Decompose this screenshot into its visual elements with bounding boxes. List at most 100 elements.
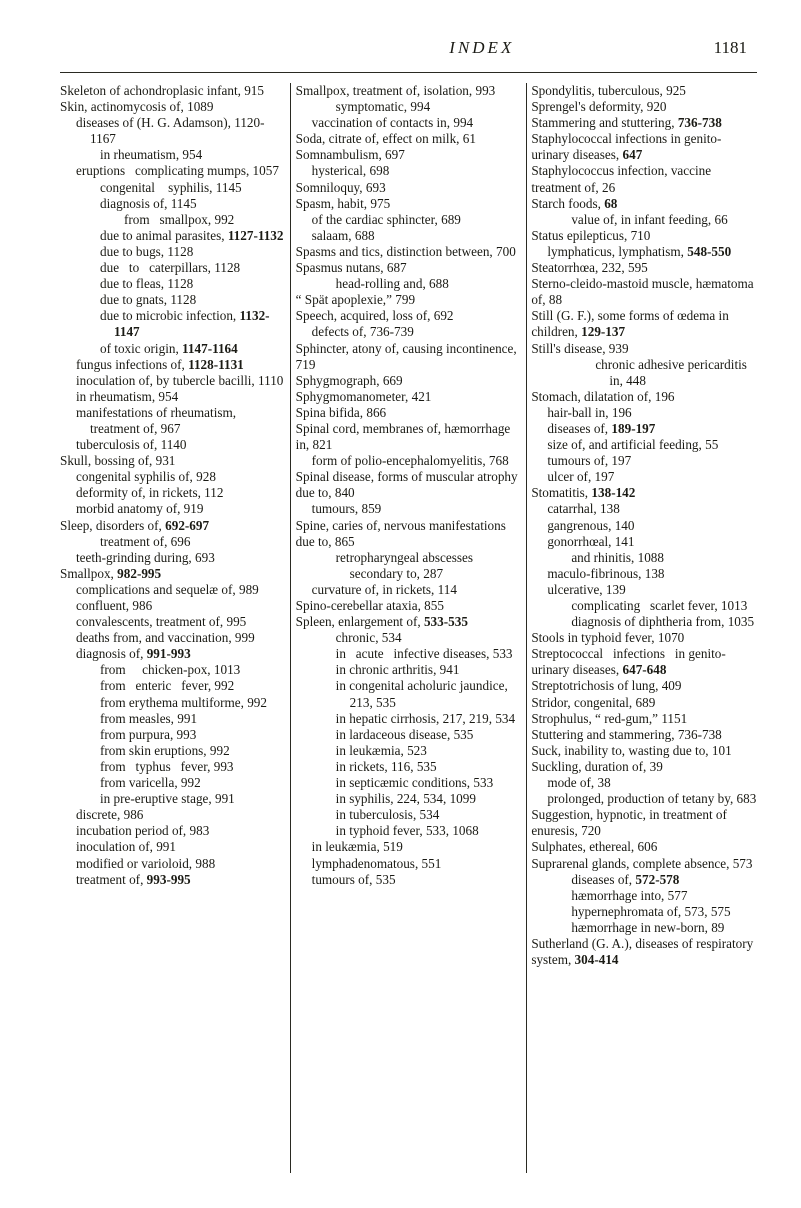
index-line: in pre-eruptive stage, 991 [60, 791, 286, 807]
index-line: defects of, 736-739 [296, 324, 522, 340]
page-header: INDEX 1181 [60, 38, 757, 58]
index-line: Spleen, enlargement of, 533-535 [296, 614, 522, 630]
index-line: value of, in infant feeding, 66 [531, 212, 757, 228]
index-line: from varicella, 992 [60, 775, 286, 791]
index-line: treatment of, 993-995 [60, 872, 286, 888]
index-line: Streptococcal infections in genito-urina… [531, 646, 757, 678]
index-line: due to animal parasites, 1127-1132 [60, 228, 286, 244]
index-line: morbid anatomy of, 919 [60, 501, 286, 517]
index-line: Somnambulism, 697 [296, 147, 522, 163]
index-line: Status epilepticus, 710 [531, 228, 757, 244]
index-line: from typhus fever, 993 [60, 759, 286, 775]
index-line: Steatorrhœa, 232, 595 [531, 260, 757, 276]
index-line: deaths from, and vaccination, 999 [60, 630, 286, 646]
index-line: Strophulus, “ red-gum,” 1151 [531, 711, 757, 727]
index-line: maculo-fibrinous, 138 [531, 566, 757, 582]
index-line: Sphygmograph, 669 [296, 373, 522, 389]
index-line: “ Spät apoplexie,” 799 [296, 292, 522, 308]
index-line: ulcer of, 197 [531, 469, 757, 485]
index-line: Spasms and tics, distinction between, 70… [296, 244, 522, 260]
index-line: teeth-grinding during, 693 [60, 550, 286, 566]
index-line: due to bugs, 1128 [60, 244, 286, 260]
index-line: diseases of (H. G. Adamson), 1120-1167 [60, 115, 286, 147]
index-line: Sleep, disorders of, 692-697 [60, 518, 286, 534]
index-line: from enteric fever, 992 [60, 678, 286, 694]
index-line: Still's disease, 939 [531, 341, 757, 357]
index-line: Stomatitis, 138-142 [531, 485, 757, 501]
index-line: Spasmus nutans, 687 [296, 260, 522, 276]
index-line: diagnosis of diphtheria from, 1035 [531, 614, 757, 630]
index-line: Speech, acquired, loss of, 692 [296, 308, 522, 324]
index-line: Staphylococcal infections in genito-urin… [531, 131, 757, 163]
index-line: tuberculosis of, 1140 [60, 437, 286, 453]
index-line: Spinal cord, membranes of, hæmorrhage in… [296, 421, 522, 453]
index-line: Spondylitis, tuberculous, 925 [531, 83, 757, 99]
index-line: Stuttering and stammering, 736-738 [531, 727, 757, 743]
index-line: Skin, actinomycosis of, 1089 [60, 99, 286, 115]
index-line: Suck, inability to, wasting due to, 101 [531, 743, 757, 759]
index-line: Suggestion, hypnotic, in treatment of en… [531, 807, 757, 839]
index-line: Sulphates, ethereal, 606 [531, 839, 757, 855]
index-line: prolonged, production of tetany by, 683 [531, 791, 757, 807]
index-line: due to caterpillars, 1128 [60, 260, 286, 276]
index-line: from measles, 991 [60, 711, 286, 727]
index-line: salaam, 688 [296, 228, 522, 244]
index-line: treatment of, 696 [60, 534, 286, 550]
index-line: from skin eruptions, 992 [60, 743, 286, 759]
index-line: hysterical, 698 [296, 163, 522, 179]
index-line: Stridor, congenital, 689 [531, 695, 757, 711]
index-line: Suckling, duration of, 39 [531, 759, 757, 775]
index-line: from erythema multiforme, 992 [60, 695, 286, 711]
index-line: Spine, caries of, nervous manifestations… [296, 518, 522, 550]
index-line: Skeleton of achondroplasic infant, 915 [60, 83, 286, 99]
index-line: hypernephromata of, 573, 575 [531, 904, 757, 920]
index-line: in leukæmia, 523 [296, 743, 522, 759]
index-line: diseases of, 189-197 [531, 421, 757, 437]
index-line: lymphaticus, lymphatism, 548-550 [531, 244, 757, 260]
index-line: inoculation of, 991 [60, 839, 286, 855]
index-line: congenital syphilis, 1145 [60, 180, 286, 196]
index-line: Sphincter, atony of, causing incontinenc… [296, 341, 522, 373]
index-line: chronic adhesive pericarditis in, 448 [531, 357, 757, 389]
index-line: diseases of, 572-578 [531, 872, 757, 888]
index-line: vaccination of contacts in, 994 [296, 115, 522, 131]
index-line: in syphilis, 224, 534, 1099 [296, 791, 522, 807]
index-line: in rheumatism, 954 [60, 389, 286, 405]
index-columns: Skeleton of achondroplasic infant, 915Sk… [60, 83, 757, 1173]
index-line: size of, and artificial feeding, 55 [531, 437, 757, 453]
index-line: from chicken-pox, 1013 [60, 662, 286, 678]
index-line: Spinal disease, forms of muscular atroph… [296, 469, 522, 501]
index-line: Stomach, dilatation of, 196 [531, 389, 757, 405]
index-line: hair-ball in, 196 [531, 405, 757, 421]
index-line: due to fleas, 1128 [60, 276, 286, 292]
index-line: lymphadenomatous, 551 [296, 856, 522, 872]
index-line: from smallpox, 992 [60, 212, 286, 228]
index-line: Spasm, habit, 975 [296, 196, 522, 212]
index-line: diagnosis of, 991-993 [60, 646, 286, 662]
index-line: gonorrhœal, 141 [531, 534, 757, 550]
index-line: Spina bifida, 866 [296, 405, 522, 421]
index-line: congenital syphilis of, 928 [60, 469, 286, 485]
index-line: Staphylococcus infection, vaccine treatm… [531, 163, 757, 195]
index-line: Sutherland (G. A.), diseases of respirat… [531, 936, 757, 968]
index-line: Soda, citrate of, effect on milk, 61 [296, 131, 522, 147]
page-number: 1181 [714, 38, 747, 58]
index-line: hæmorrhage into, 577 [531, 888, 757, 904]
index-line: in tuberculosis, 534 [296, 807, 522, 823]
index-line: Still (G. F.), some forms of œdema in ch… [531, 308, 757, 340]
index-line: Smallpox, treatment of, isolation, 993 [296, 83, 522, 99]
header-title: INDEX [250, 38, 714, 58]
index-line: catarrhal, 138 [531, 501, 757, 517]
index-line: in rheumatism, 954 [60, 147, 286, 163]
index-line: due to gnats, 1128 [60, 292, 286, 308]
index-line: diagnosis of, 1145 [60, 196, 286, 212]
header-rule [60, 72, 757, 73]
index-line: tumours of, 197 [531, 453, 757, 469]
index-line: modified or varioloid, 988 [60, 856, 286, 872]
index-line: fungus infections of, 1128-1131 [60, 357, 286, 373]
index-line: in hepatic cirrhosis, 217, 219, 534 [296, 711, 522, 727]
index-line: tumours, 859 [296, 501, 522, 517]
index-line: Suprarenal glands, complete absence, 573 [531, 856, 757, 872]
index-line: Sterno-cleido-mastoid muscle, hæmatoma o… [531, 276, 757, 308]
index-line: Somniloquy, 693 [296, 180, 522, 196]
